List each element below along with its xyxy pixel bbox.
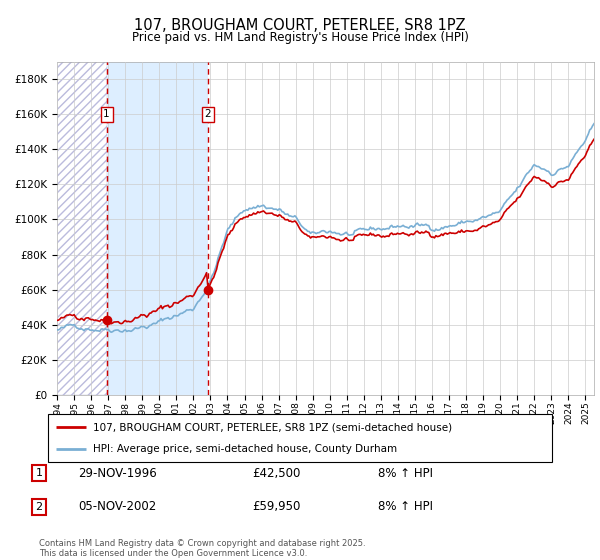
Text: 2: 2 [205, 109, 211, 119]
Text: 8% ↑ HPI: 8% ↑ HPI [378, 466, 433, 480]
Text: Contains HM Land Registry data © Crown copyright and database right 2025.
This d: Contains HM Land Registry data © Crown c… [39, 539, 365, 558]
Text: 107, BROUGHAM COURT, PETERLEE, SR8 1PZ: 107, BROUGHAM COURT, PETERLEE, SR8 1PZ [134, 18, 466, 33]
Text: £42,500: £42,500 [252, 466, 301, 480]
Text: Price paid vs. HM Land Registry's House Price Index (HPI): Price paid vs. HM Land Registry's House … [131, 31, 469, 44]
FancyBboxPatch shape [48, 414, 552, 462]
Text: 8% ↑ HPI: 8% ↑ HPI [378, 500, 433, 514]
Text: 1: 1 [103, 109, 110, 119]
Text: 2: 2 [35, 502, 43, 512]
Text: 05-NOV-2002: 05-NOV-2002 [78, 500, 156, 514]
Text: 1: 1 [35, 468, 43, 478]
Text: £59,950: £59,950 [252, 500, 301, 514]
Bar [57, 62, 107, 395]
Text: HPI: Average price, semi-detached house, County Durham: HPI: Average price, semi-detached house,… [94, 444, 397, 454]
Text: 107, BROUGHAM COURT, PETERLEE, SR8 1PZ (semi-detached house): 107, BROUGHAM COURT, PETERLEE, SR8 1PZ (… [94, 422, 452, 432]
Text: 29-NOV-1996: 29-NOV-1996 [78, 466, 157, 480]
Bar [107, 62, 208, 395]
